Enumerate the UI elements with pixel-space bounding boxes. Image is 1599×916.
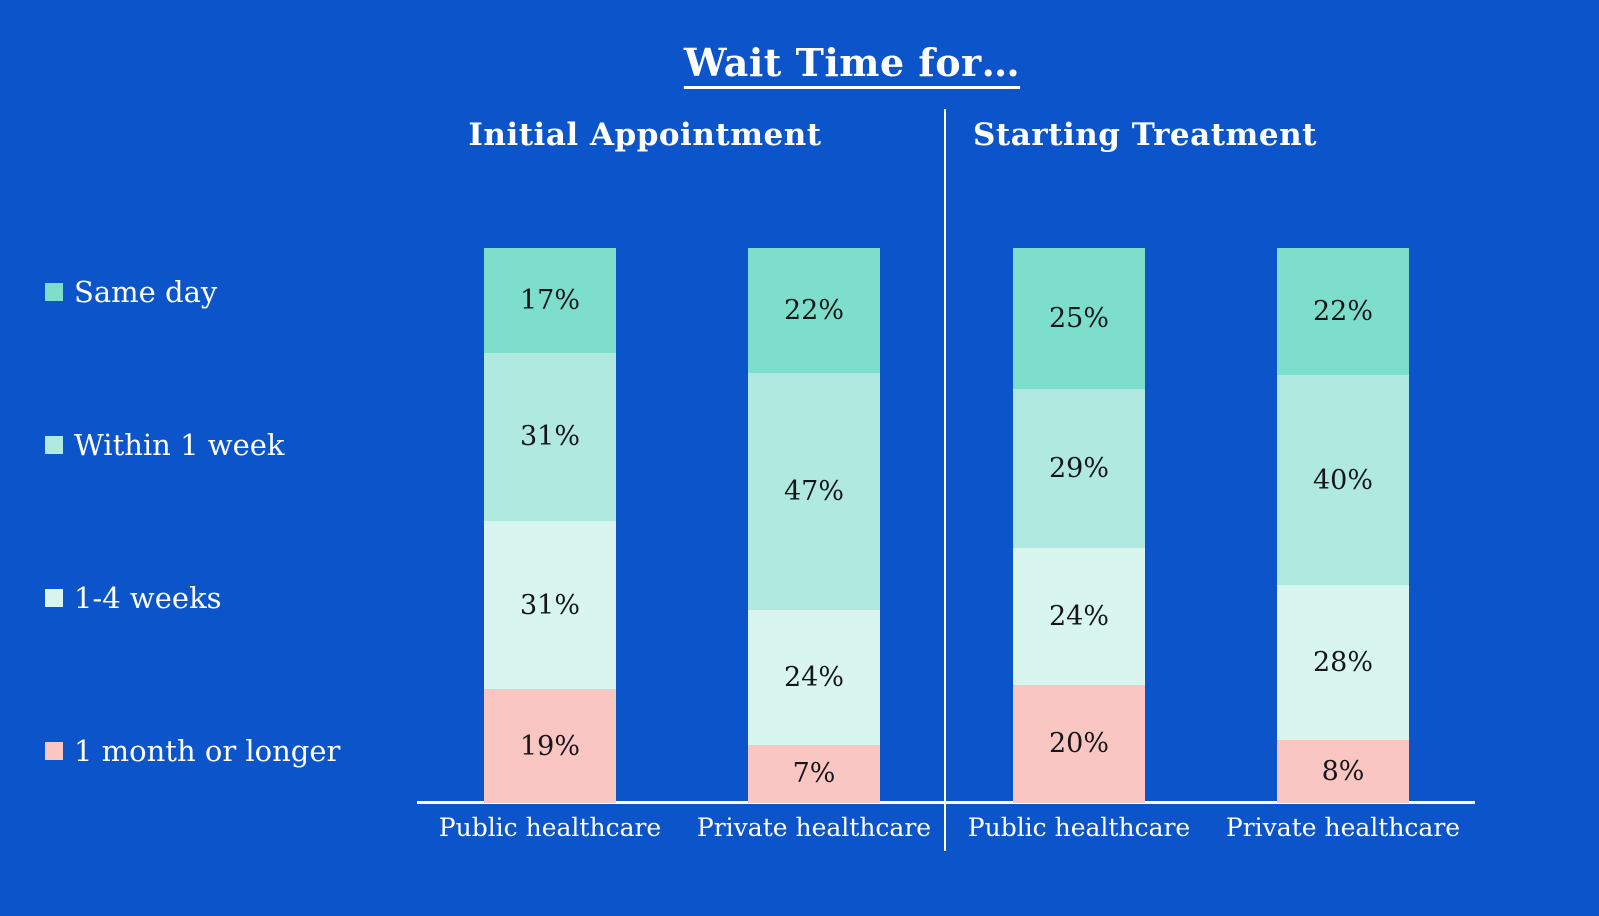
chart-title: Wait Time for… [683,40,1021,85]
bar-segment: 47% [748,373,880,611]
bar-segment: 24% [1013,548,1145,685]
segment-value-label: 17% [519,284,580,316]
segment-value-label: 24% [783,662,844,694]
legend-item-label: 1 month or longer [74,734,341,768]
segment-value-label: 47% [783,476,844,508]
legend-item: Same day [45,274,217,310]
segment-value-label: 22% [1312,296,1373,328]
segment-value-label: 22% [783,295,844,327]
bar-segment: 20% [1013,684,1145,803]
bar-segment: 24% [748,610,880,745]
x-axis-category-label: Public healthcare [438,813,662,842]
stacked-bar-private-healthcare: 22% 47% 24% 7% [748,248,880,804]
bar-segment: 31% [484,520,616,690]
segment-value-label: 19% [519,730,580,762]
bar-segment: 19% [484,689,616,803]
bar-segment: 25% [1013,248,1145,390]
legend-swatch-icon [45,589,63,607]
bar-segment: 7% [748,744,880,804]
x-axis-category-label: Private healthcare [696,813,932,842]
segment-value-label: 25% [1048,303,1109,335]
legend-item: 1 month or longer [45,733,340,769]
bar-segment: 28% [1277,584,1409,740]
x-axis-line [417,801,1475,804]
legend-swatch-icon [45,436,63,454]
bar-segment: 22% [1277,248,1409,376]
legend-swatch-icon [45,742,63,760]
bar-segment: 8% [1277,739,1409,803]
bar-segment: 22% [748,248,880,374]
legend-item: Within 1 week [45,427,284,463]
segment-value-label: 40% [1312,464,1373,496]
segment-value-label: 28% [1312,646,1373,678]
segment-value-label: 7% [792,758,836,790]
legend-item-label: 1-4 weeks [74,581,222,615]
legend-item-label: Within 1 week [74,428,285,462]
segment-value-label: 8% [1321,755,1365,787]
segment-value-label: 31% [519,421,580,453]
stacked-bar-private-healthcare: 22% 40% 28% 8% [1277,248,1409,803]
group-header-starting-treatment: Starting Treatment [973,117,1317,153]
legend-item: 1-4 weeks [45,580,222,616]
bar-segment: 29% [1013,389,1145,549]
segment-value-label: 31% [519,589,580,621]
legend-swatch-icon [45,283,63,301]
bar-segment: 17% [484,248,616,353]
segment-value-label: 29% [1048,453,1109,485]
legend-item-label: Same day [74,275,218,309]
segment-value-label: 20% [1048,728,1109,760]
stacked-bar-public-healthcare: 17% 31% 31% 19% [484,248,616,803]
group-header-initial-appointment: Initial Appointment [468,117,822,153]
segment-value-label: 24% [1048,601,1109,633]
bar-segment: 31% [484,352,616,521]
x-axis-category-label: Private healthcare [1225,813,1461,842]
x-axis-category-label: Public healthcare [967,813,1191,842]
bar-segment: 40% [1277,375,1409,585]
section-divider-line [944,109,946,851]
stacked-bar-public-healthcare: 25% 29% 24% 20% [1013,248,1145,803]
